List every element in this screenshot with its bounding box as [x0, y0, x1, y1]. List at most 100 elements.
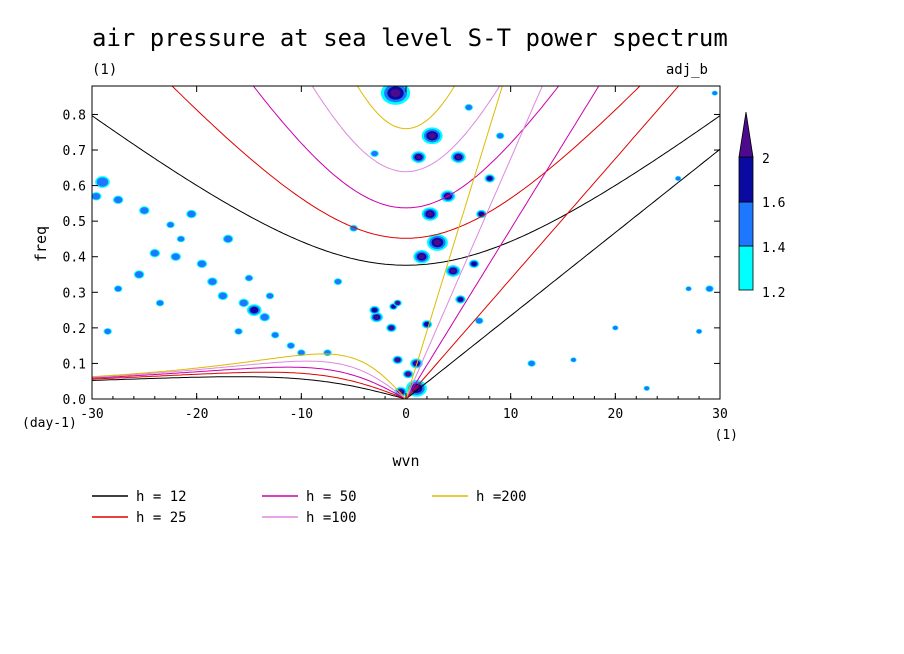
y-tick-label: 0.4 — [63, 251, 87, 266]
spectrum-blob — [222, 234, 234, 244]
spectrum-blob — [370, 150, 379, 157]
spectrum-blob — [370, 312, 383, 323]
spectrum-blob — [246, 304, 262, 316]
legend-label: h = 50 — [306, 489, 357, 505]
legend: h = 12 h = 25 h = 50 h =100 h =200 — [92, 489, 527, 526]
rossby-curve — [92, 371, 407, 399]
contour-level-1 — [371, 150, 378, 157]
spectrum-blob — [92, 192, 102, 201]
y-axis-label: freq — [32, 226, 50, 262]
spectrum-blob — [421, 207, 439, 221]
contour-level-1 — [686, 286, 692, 291]
contour-level-1 — [208, 278, 217, 285]
spectrum-blob — [695, 328, 703, 334]
gravity-curve — [252, 86, 560, 209]
x-axis-label: wvn — [392, 452, 419, 470]
contour-level-1 — [476, 318, 483, 324]
rossby-curve — [92, 360, 407, 399]
y-unit-label: (day-1) — [22, 416, 77, 431]
spectrum-blob — [297, 349, 306, 357]
colorbar-label: 1.2 — [762, 286, 785, 301]
contour-level-1 — [298, 350, 305, 356]
spectrum-blob — [413, 250, 431, 264]
colorbar-label: 2 — [762, 152, 770, 167]
spectrum-blob — [244, 274, 254, 282]
spectrum-blob — [95, 176, 110, 188]
spectrum-blob — [333, 278, 343, 285]
contour-level-3 — [450, 268, 456, 273]
legend-label: h = 25 — [136, 510, 187, 526]
spectrum-blob — [570, 357, 577, 363]
x-tick-label: -30 — [80, 407, 103, 422]
spectrum-blob — [207, 277, 218, 286]
contour-level-1 — [150, 249, 159, 257]
spectrum-blob — [475, 317, 484, 325]
spectrum-blob — [139, 206, 150, 215]
x-tick-label: 20 — [608, 407, 624, 422]
spectrum-blob — [496, 132, 505, 140]
legend-item: h = 25 — [92, 510, 187, 526]
x-tick-label: -10 — [290, 407, 313, 422]
contour-level-1 — [612, 325, 618, 330]
contour-level-1 — [135, 271, 144, 278]
x-tick-label: -20 — [185, 407, 208, 422]
y-tick-label: 0.0 — [63, 393, 86, 408]
colorbar-label: 1.6 — [762, 196, 785, 211]
plot-frame — [91, 85, 721, 400]
y-tick-label: 0.5 — [63, 215, 86, 230]
dispersion-curves — [92, 86, 720, 399]
spectrum-blob — [393, 299, 402, 307]
y-tick-label: 0.6 — [63, 180, 86, 195]
contour-level-2 — [457, 297, 464, 302]
spectrum-blob — [176, 235, 186, 243]
kelvin-curve — [405, 86, 503, 399]
legend-item: h = 50 — [262, 489, 357, 505]
spectrum-blob — [421, 320, 433, 329]
spectrum-blob — [402, 369, 414, 379]
chart-subtitle-left: (1) — [92, 62, 117, 78]
spectrum-blob — [186, 209, 197, 219]
gravity-curve — [92, 115, 720, 266]
contour-level-1 — [114, 196, 123, 204]
colorbar-label: 1.4 — [762, 241, 786, 256]
spectrum-blob — [705, 285, 714, 293]
contour-level-1 — [140, 207, 149, 214]
spectrum-blob — [674, 175, 682, 181]
contour-level-1 — [528, 360, 535, 367]
legend-item: h =100 — [262, 510, 357, 526]
legend-label: h =200 — [476, 489, 527, 505]
spectrum-blob — [265, 292, 275, 300]
colorbar-triangle — [738, 111, 754, 158]
colorbar-box — [738, 201, 754, 247]
contour-level-1 — [187, 210, 196, 218]
series-200 — [92, 86, 503, 399]
contour-level-2 — [391, 304, 396, 309]
kelvin-curve — [405, 86, 543, 399]
kelvin-curve — [405, 148, 720, 399]
spectrum-blob — [369, 305, 380, 315]
contour-level-1 — [696, 329, 702, 334]
y-tick-label: 0.8 — [63, 108, 86, 123]
spectrum-blob — [323, 349, 332, 357]
spectrum-blob — [166, 221, 175, 229]
contour-level-3 — [433, 239, 441, 246]
spectrum-blob — [643, 385, 650, 391]
contour-level-1 — [223, 235, 233, 243]
legend-item: h =200 — [432, 489, 527, 505]
x-tick-label: 10 — [503, 407, 519, 422]
contour-level-1 — [287, 343, 295, 349]
spectrum-blob — [149, 248, 161, 258]
spectrum-blob — [238, 298, 249, 308]
rossby-curve — [92, 353, 407, 399]
series-100 — [92, 86, 543, 399]
contour-level-3 — [395, 357, 400, 362]
contour-level-1 — [218, 292, 227, 300]
contour-level-1 — [114, 286, 122, 292]
y-tick-label: 0.2 — [63, 322, 86, 337]
contour-level-3 — [374, 315, 379, 320]
contour-level-3 — [427, 211, 433, 217]
y-tick-label: 0.3 — [63, 286, 86, 301]
spectrum-blob — [711, 90, 718, 96]
kelvin-curve — [405, 86, 600, 399]
contour-level-2 — [371, 307, 378, 313]
